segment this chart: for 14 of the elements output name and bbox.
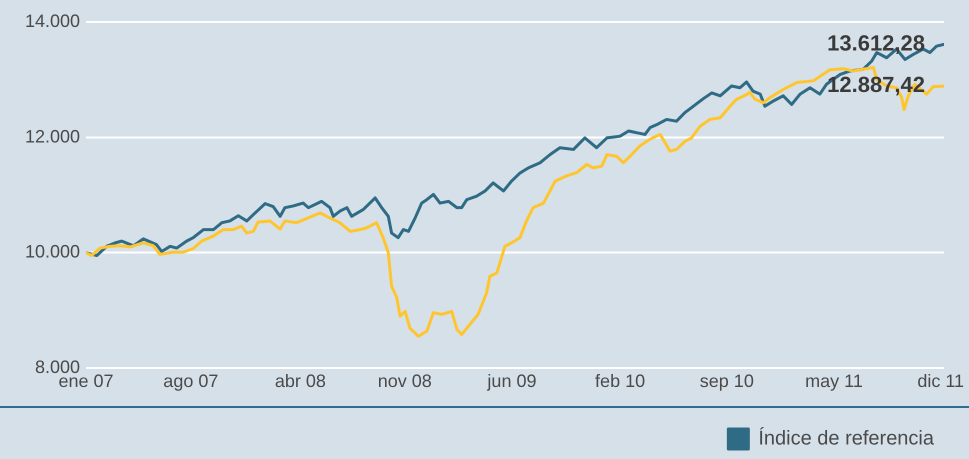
legend-label: Índice de referencia (758, 426, 935, 450)
annotation: 13.612,28 (827, 30, 925, 56)
y-tick-label: 10.000 (24, 242, 80, 262)
y-tick-label: 12.000 (24, 126, 80, 146)
x-tick-label: ago 07 (163, 370, 218, 391)
x-tick-label: nov 08 (378, 370, 432, 391)
y-tick-label: 14.000 (24, 10, 80, 31)
x-tick-label: may 11 (805, 370, 863, 391)
x-tick-label: jun 09 (486, 370, 536, 391)
x-tick-label: dic 11 (917, 370, 964, 391)
x-tick-label: abr 08 (274, 370, 326, 391)
x-tick-label: feb 10 (595, 370, 646, 391)
y-tick-label: 8.000 (34, 356, 80, 377)
x-tick-label: sep 10 (700, 370, 754, 391)
